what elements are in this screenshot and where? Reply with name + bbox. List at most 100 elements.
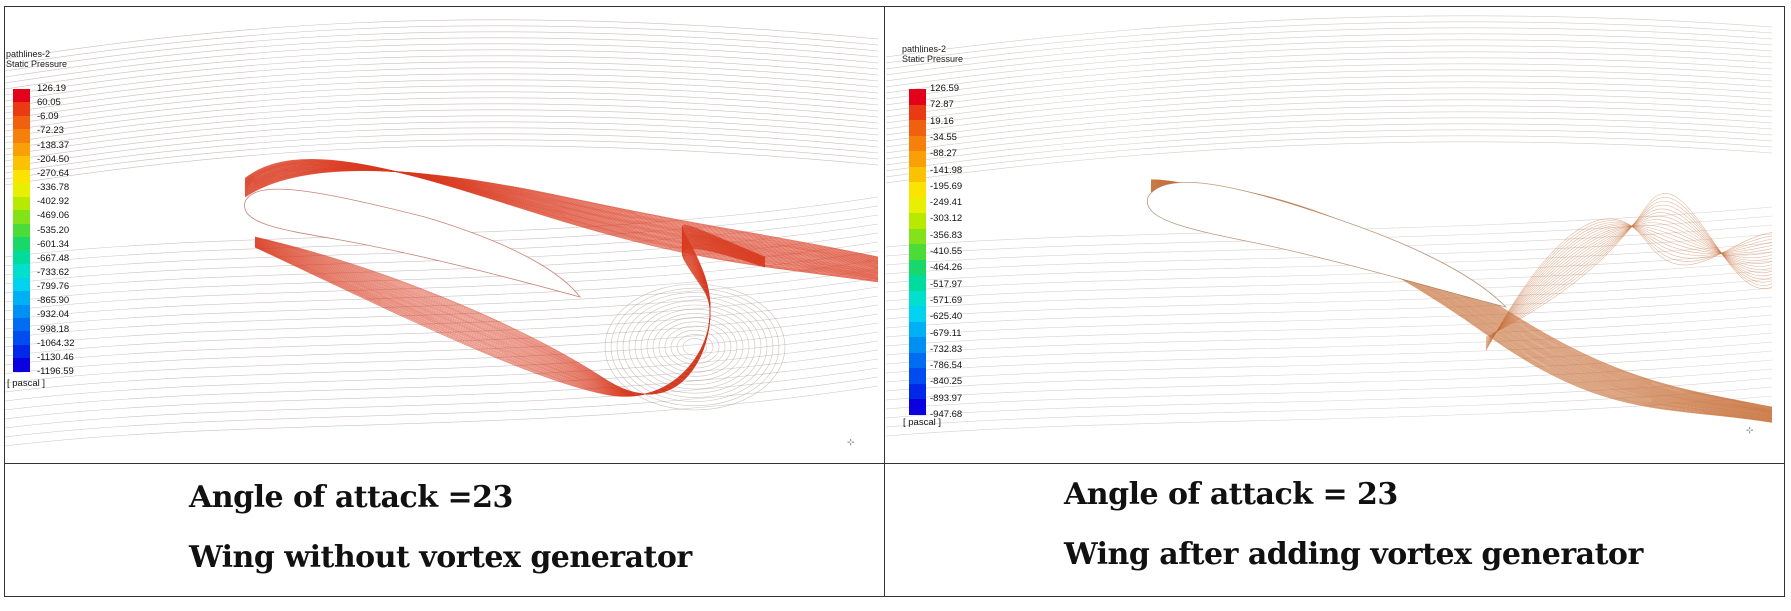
left-pathline xyxy=(244,169,878,260)
right-legend-header: pathlines-2 Static Pressure xyxy=(902,44,963,64)
right-pathline xyxy=(886,51,1772,94)
left-colorbar-segment xyxy=(13,183,30,197)
right-pathline xyxy=(886,75,1772,118)
left-colorbar-tick-label: 126.19 xyxy=(37,83,67,94)
left-pathlines-plot xyxy=(5,19,878,447)
left-pathline xyxy=(5,385,878,447)
right-pathline xyxy=(886,87,1772,130)
right-colorbar-tick-label: -625.40 xyxy=(930,311,963,323)
right-colorbar-segment xyxy=(909,89,926,105)
left-colorbar-tick-label: -1064.32 xyxy=(37,337,75,349)
left-pathline xyxy=(5,133,878,174)
left-colorbar-tick-label: -1196.59 xyxy=(37,366,74,377)
left-pathline xyxy=(5,85,878,126)
right-pathline xyxy=(886,242,1772,284)
right-pathline xyxy=(886,305,1772,347)
right-colorbar-tick-label: -141.98 xyxy=(930,164,963,176)
right-colorbar-ticks: 126.59 72.87 19.16 -34.55 -88.27 -141.98 -195.… xyxy=(930,83,990,420)
left-pathline xyxy=(244,164,878,273)
left-colorbar-tick-label: -733.62 xyxy=(37,266,70,278)
left-colorbar-segment xyxy=(13,223,30,238)
left-pathline xyxy=(5,268,878,330)
left-colorbar-tick-label: -1130.46 xyxy=(37,351,74,363)
left-colorbar-segment xyxy=(13,196,30,211)
left-axis-triad-icon: ⊹ xyxy=(847,437,855,447)
right-pathlines-viewport: pathlines-2 Static Pressure 126.59 72.87 1… xyxy=(886,7,1772,462)
right-colorbar-tick-label: -356.83 xyxy=(930,229,963,241)
left-legend-quantity: Static Pressure xyxy=(6,59,68,69)
left-colorbar-segment xyxy=(13,169,30,184)
left-pathline xyxy=(5,49,878,90)
right-axis-triad-icon: ⊹ xyxy=(1746,425,1754,435)
right-legend-name: pathlines-2 xyxy=(902,44,947,54)
left-pathline xyxy=(244,169,878,259)
right-pathline xyxy=(886,99,1772,142)
right-colorbar-tick-label: -571.69 xyxy=(930,294,963,306)
right-colorbar-tick-label: -88.27 xyxy=(930,148,957,160)
left-pathline xyxy=(5,145,878,186)
left-colorbar-segment xyxy=(13,317,30,332)
right-pathline xyxy=(886,81,1772,124)
right-wake-line xyxy=(1485,222,1772,350)
right-colorbar-segment xyxy=(909,337,926,353)
left-vortex-line xyxy=(676,334,714,360)
right-colorbar-segment xyxy=(909,244,926,260)
left-pathline xyxy=(244,170,878,258)
right-pathline xyxy=(886,341,1772,383)
right-pathline xyxy=(886,251,1772,293)
left-colorbar-tick-label: -138.37 xyxy=(37,139,70,151)
left-colorbar-tick-label: -402.92 xyxy=(37,196,70,208)
right-pathline xyxy=(886,93,1772,136)
left-pathline xyxy=(244,164,878,272)
right-pathline xyxy=(886,314,1772,356)
left-colorbar-tick-label: -932.04 xyxy=(37,309,70,321)
left-pathline xyxy=(5,358,878,420)
left-pathline xyxy=(244,163,878,274)
left-pathline xyxy=(244,169,878,261)
left-pathline xyxy=(5,55,878,96)
right-colorbar-segment xyxy=(909,383,926,400)
left-pathline xyxy=(5,43,878,84)
left-colorbar-tick-label: -865.90 xyxy=(37,295,70,307)
left-pathline xyxy=(5,103,878,144)
left-colorbar-segment xyxy=(13,250,30,265)
panel-divider-vertical xyxy=(884,6,885,597)
right-colorbar-segment xyxy=(909,352,926,369)
left-colorbar-tick-label: 60.05 xyxy=(37,97,61,109)
right-pathline xyxy=(886,111,1772,154)
right-colorbar-tick-label: -410.55 xyxy=(930,246,963,257)
left-caption-description: Wing without vortex generator xyxy=(189,540,692,575)
right-wake-line xyxy=(1485,225,1772,347)
right-pathline xyxy=(886,135,1772,178)
right-wake-line xyxy=(1485,197,1772,339)
left-vortex-line xyxy=(682,338,708,356)
right-colorbar-segment xyxy=(909,104,926,121)
right-wake-line xyxy=(1485,219,1772,343)
left-pathline xyxy=(254,246,766,397)
right-wake-line xyxy=(1485,225,1772,346)
right-colorbar-segment xyxy=(909,120,926,136)
left-vortex-line xyxy=(670,329,720,365)
left-colorbar-segment xyxy=(13,89,30,103)
right-legend-unit: [ pascal ] xyxy=(903,417,942,428)
left-colorbar-segment xyxy=(13,264,30,278)
right-pathline xyxy=(886,69,1772,112)
left-legend-unit: [ pascal ] xyxy=(7,378,46,389)
left-vortex-line xyxy=(664,325,726,369)
left-pathline xyxy=(5,31,878,72)
left-legend-name: pathlines-2 xyxy=(6,49,51,59)
right-pathline xyxy=(886,269,1772,311)
left-colorbar-segment xyxy=(13,291,30,305)
left-colorbar-tick-label: -204.50 xyxy=(37,153,70,165)
left-colorbar-tick-label: -998.18 xyxy=(37,323,70,335)
right-colorbar-tick-label: 126.59 xyxy=(930,83,960,94)
left-colorbar-segment xyxy=(13,304,30,318)
left-colorbar-tick-label: -799.76 xyxy=(37,281,70,293)
right-pathline xyxy=(886,323,1772,365)
left-pathline xyxy=(5,340,878,402)
right-wake-line xyxy=(1485,201,1772,339)
right-pathline xyxy=(886,332,1772,374)
right-colorbar-segment xyxy=(909,259,926,276)
right-colorbar-tick-label: -303.12 xyxy=(930,213,963,225)
right-colorbar-segment xyxy=(909,275,926,291)
